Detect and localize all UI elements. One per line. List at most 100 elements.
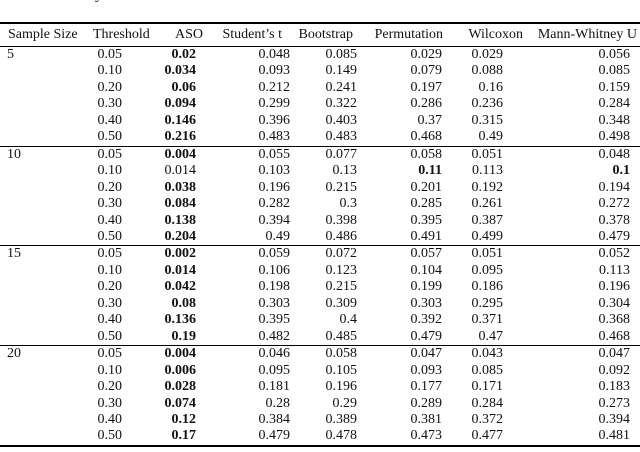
- value-cell: 0.315: [471, 112, 504, 128]
- value-cell: 0.047: [598, 346, 631, 362]
- value-cell: 0.28: [265, 395, 291, 411]
- sample-size-cell: [0, 96, 88, 112]
- table-row: 0.40 0.146 0.396 0.403 0.37 0.315 0.348: [0, 113, 640, 129]
- value-cell: 0.282: [258, 196, 291, 212]
- threshold-cell: 0.30: [97, 295, 123, 311]
- value-cell: 0.384: [258, 411, 291, 427]
- column-header-student-s-t: Student’s t: [222, 27, 282, 42]
- table-row: 0.40 0.136 0.395 0.4 0.392 0.371 0.368: [0, 312, 640, 328]
- threshold-cell: 0.05: [97, 346, 123, 362]
- sample-size-cell: [0, 163, 88, 179]
- value-cell: 0.02: [171, 47, 197, 62]
- value-cell: 0.295: [471, 295, 504, 311]
- sample-size-cell: [0, 113, 88, 129]
- value-cell: 0.479: [410, 328, 443, 344]
- value-cell: 0.06: [171, 79, 197, 95]
- value-cell: 0.285: [410, 196, 443, 212]
- value-cell: 0.486: [325, 228, 358, 244]
- value-cell: 0.473: [410, 428, 443, 444]
- value-cell: 0.19: [171, 328, 197, 344]
- sample-size-cell: 5: [7, 47, 14, 62]
- value-cell: 0.482: [258, 328, 291, 344]
- value-cell: 0.348: [598, 112, 631, 128]
- threshold-cell: 0.40: [97, 112, 123, 128]
- value-cell: 0.215: [325, 279, 358, 295]
- value-cell: 0.171: [471, 379, 504, 395]
- value-cell: 0.378: [598, 212, 631, 228]
- value-cell: 0.403: [325, 112, 358, 128]
- value-cell: 0.261: [471, 196, 504, 212]
- caption-fragment-clipped: y: [95, 0, 113, 4]
- value-cell: 0.394: [598, 411, 631, 427]
- value-cell: 0.079: [410, 63, 443, 79]
- value-cell: 0.483: [325, 129, 358, 145]
- table-row: 0.40 0.12 0.384 0.389 0.381 0.372 0.394: [0, 412, 640, 428]
- value-cell: 0.113: [472, 163, 503, 179]
- value-cell: 0.048: [598, 146, 631, 162]
- value-cell: 0.212: [258, 79, 291, 95]
- sample-size-cell: [0, 180, 88, 196]
- value-cell: 0.201: [410, 179, 443, 195]
- value-cell: 0.236: [471, 96, 504, 112]
- value-cell: 0.103: [258, 163, 291, 179]
- value-cell: 0.11: [418, 163, 442, 179]
- value-cell: 0.485: [325, 328, 358, 344]
- value-cell: 0.088: [471, 63, 504, 79]
- value-cell: 0.387: [471, 212, 504, 228]
- value-cell: 0.159: [598, 79, 631, 95]
- table-row: 0.50 0.19 0.482 0.485 0.479 0.47 0.468: [0, 329, 640, 346]
- value-cell: 0.051: [471, 246, 504, 262]
- column-header-sample-size: Sample Size: [8, 27, 78, 42]
- table-row: 0.10 0.014 0.106 0.123 0.104 0.095 0.113: [0, 263, 640, 279]
- value-cell: 0.479: [258, 428, 291, 444]
- column-header-permutation: Permutation: [374, 27, 443, 42]
- value-cell: 0.183: [598, 379, 631, 395]
- value-cell: 0.038: [164, 179, 197, 195]
- sample-size-cell: [0, 428, 88, 445]
- value-cell: 0.085: [325, 47, 358, 62]
- value-cell: 0.392: [410, 312, 443, 328]
- value-cell: 0.498: [598, 129, 631, 145]
- value-cell: 0.072: [325, 246, 358, 262]
- value-cell: 0.468: [598, 328, 631, 344]
- value-cell: 0.123: [325, 262, 358, 278]
- value-cell: 0.3: [339, 196, 358, 212]
- value-cell: 0.048: [258, 47, 291, 62]
- table-row: 10 0.05 0.004 0.055 0.077 0.058 0.051 0.048: [0, 146, 640, 163]
- threshold-cell: 0.10: [97, 262, 123, 278]
- value-cell: 0.077: [325, 146, 358, 162]
- results-table: Sample Size Threshold ASO Student’s t Bootst…: [0, 22, 640, 447]
- sample-size-cell: 20: [7, 346, 21, 362]
- value-cell: 0.49: [478, 129, 504, 145]
- value-cell: 0.289: [410, 395, 443, 411]
- threshold-cell: 0.30: [97, 196, 123, 212]
- value-cell: 0.215: [325, 179, 358, 195]
- threshold-cell: 0.40: [97, 411, 123, 427]
- value-cell: 0.477: [471, 428, 504, 444]
- value-cell: 0.095: [258, 362, 291, 378]
- sample-size-cell: [0, 312, 88, 328]
- value-cell: 0.284: [471, 395, 504, 411]
- value-cell: 0.29: [332, 395, 358, 411]
- value-cell: 0.093: [410, 362, 443, 378]
- table-row: 5 0.05 0.02 0.048 0.085 0.029 0.029 0.056: [0, 47, 640, 64]
- value-cell: 0.241: [325, 79, 358, 95]
- sample-size-cell: [0, 363, 88, 379]
- threshold-cell: 0.20: [97, 279, 123, 295]
- value-cell: 0.029: [471, 47, 504, 62]
- value-cell: 0.002: [164, 246, 197, 262]
- value-cell: 0.299: [258, 96, 291, 112]
- value-cell: 0.371: [471, 312, 504, 328]
- value-cell: 0.286: [410, 96, 443, 112]
- value-cell: 0.499: [471, 228, 504, 244]
- value-cell: 0.372: [471, 411, 504, 427]
- value-cell: 0.094: [164, 96, 197, 112]
- value-cell: 0.491: [410, 228, 443, 244]
- table-row: 0.50 0.17 0.479 0.478 0.473 0.477 0.481: [0, 428, 640, 445]
- sample-size-group-15: 15 0.05 0.002 0.059 0.072 0.057 0.051 0.052 0.10…: [0, 245, 640, 346]
- threshold-cell: 0.50: [97, 328, 123, 344]
- value-cell: 0.192: [471, 179, 504, 195]
- table-row: 0.10 0.006 0.095 0.105 0.093 0.085 0.092: [0, 363, 640, 379]
- value-cell: 0.004: [164, 146, 197, 162]
- value-cell: 0.104: [410, 262, 443, 278]
